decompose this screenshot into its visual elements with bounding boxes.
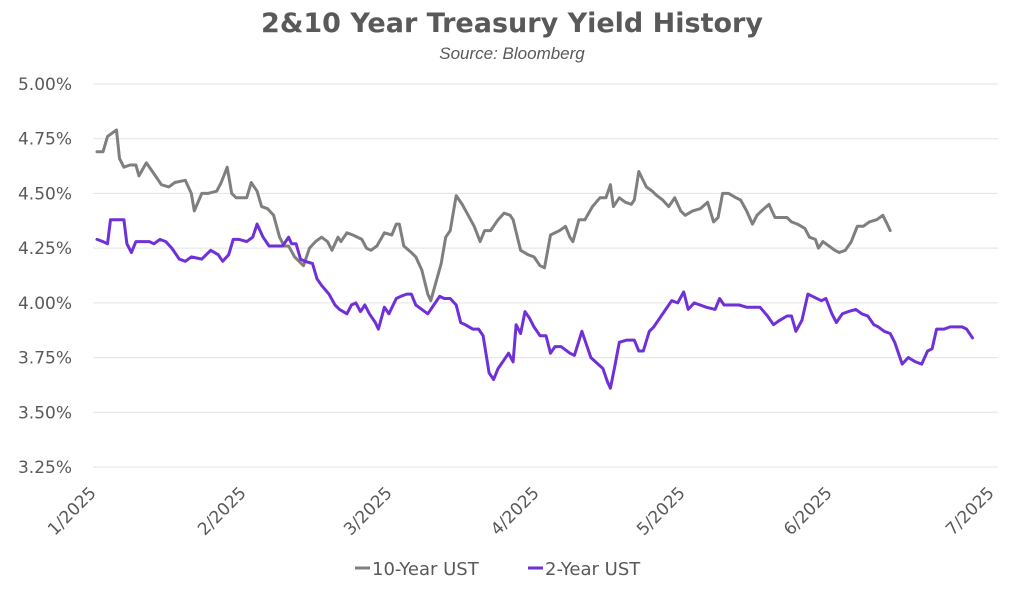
x-tick-label: 6/2025 bbox=[780, 483, 836, 539]
x-tick-label: 1/2025 bbox=[44, 483, 100, 539]
series-line-10-year bbox=[95, 128, 892, 303]
x-tick-label: 4/2025 bbox=[487, 483, 543, 539]
chart-subtitle: Source: Bloomberg bbox=[439, 44, 585, 63]
legend-label: 2-Year UST bbox=[545, 559, 641, 580]
x-tick-label: 2/2025 bbox=[194, 483, 250, 539]
y-tick-label: 5.00% bbox=[18, 75, 72, 95]
y-tick-label: 3.75% bbox=[18, 349, 72, 369]
y-tick-label: 4.25% bbox=[18, 239, 72, 259]
x-tick-label: 5/2025 bbox=[633, 483, 689, 539]
y-tick-label: 4.00% bbox=[18, 294, 72, 314]
x-tick-label: 3/2025 bbox=[340, 483, 396, 539]
series-line-2-year bbox=[95, 218, 974, 390]
x-tick-label: 7/2025 bbox=[942, 483, 998, 539]
y-tick-label: 4.50% bbox=[18, 184, 72, 204]
y-tick-label: 4.75% bbox=[18, 130, 72, 150]
y-tick-label: 3.25% bbox=[18, 458, 72, 478]
y-tick-label: 3.50% bbox=[18, 403, 72, 423]
chart-title: 2&10 Year Treasury Yield History bbox=[261, 8, 763, 39]
legend-label: 10-Year UST bbox=[372, 559, 480, 580]
